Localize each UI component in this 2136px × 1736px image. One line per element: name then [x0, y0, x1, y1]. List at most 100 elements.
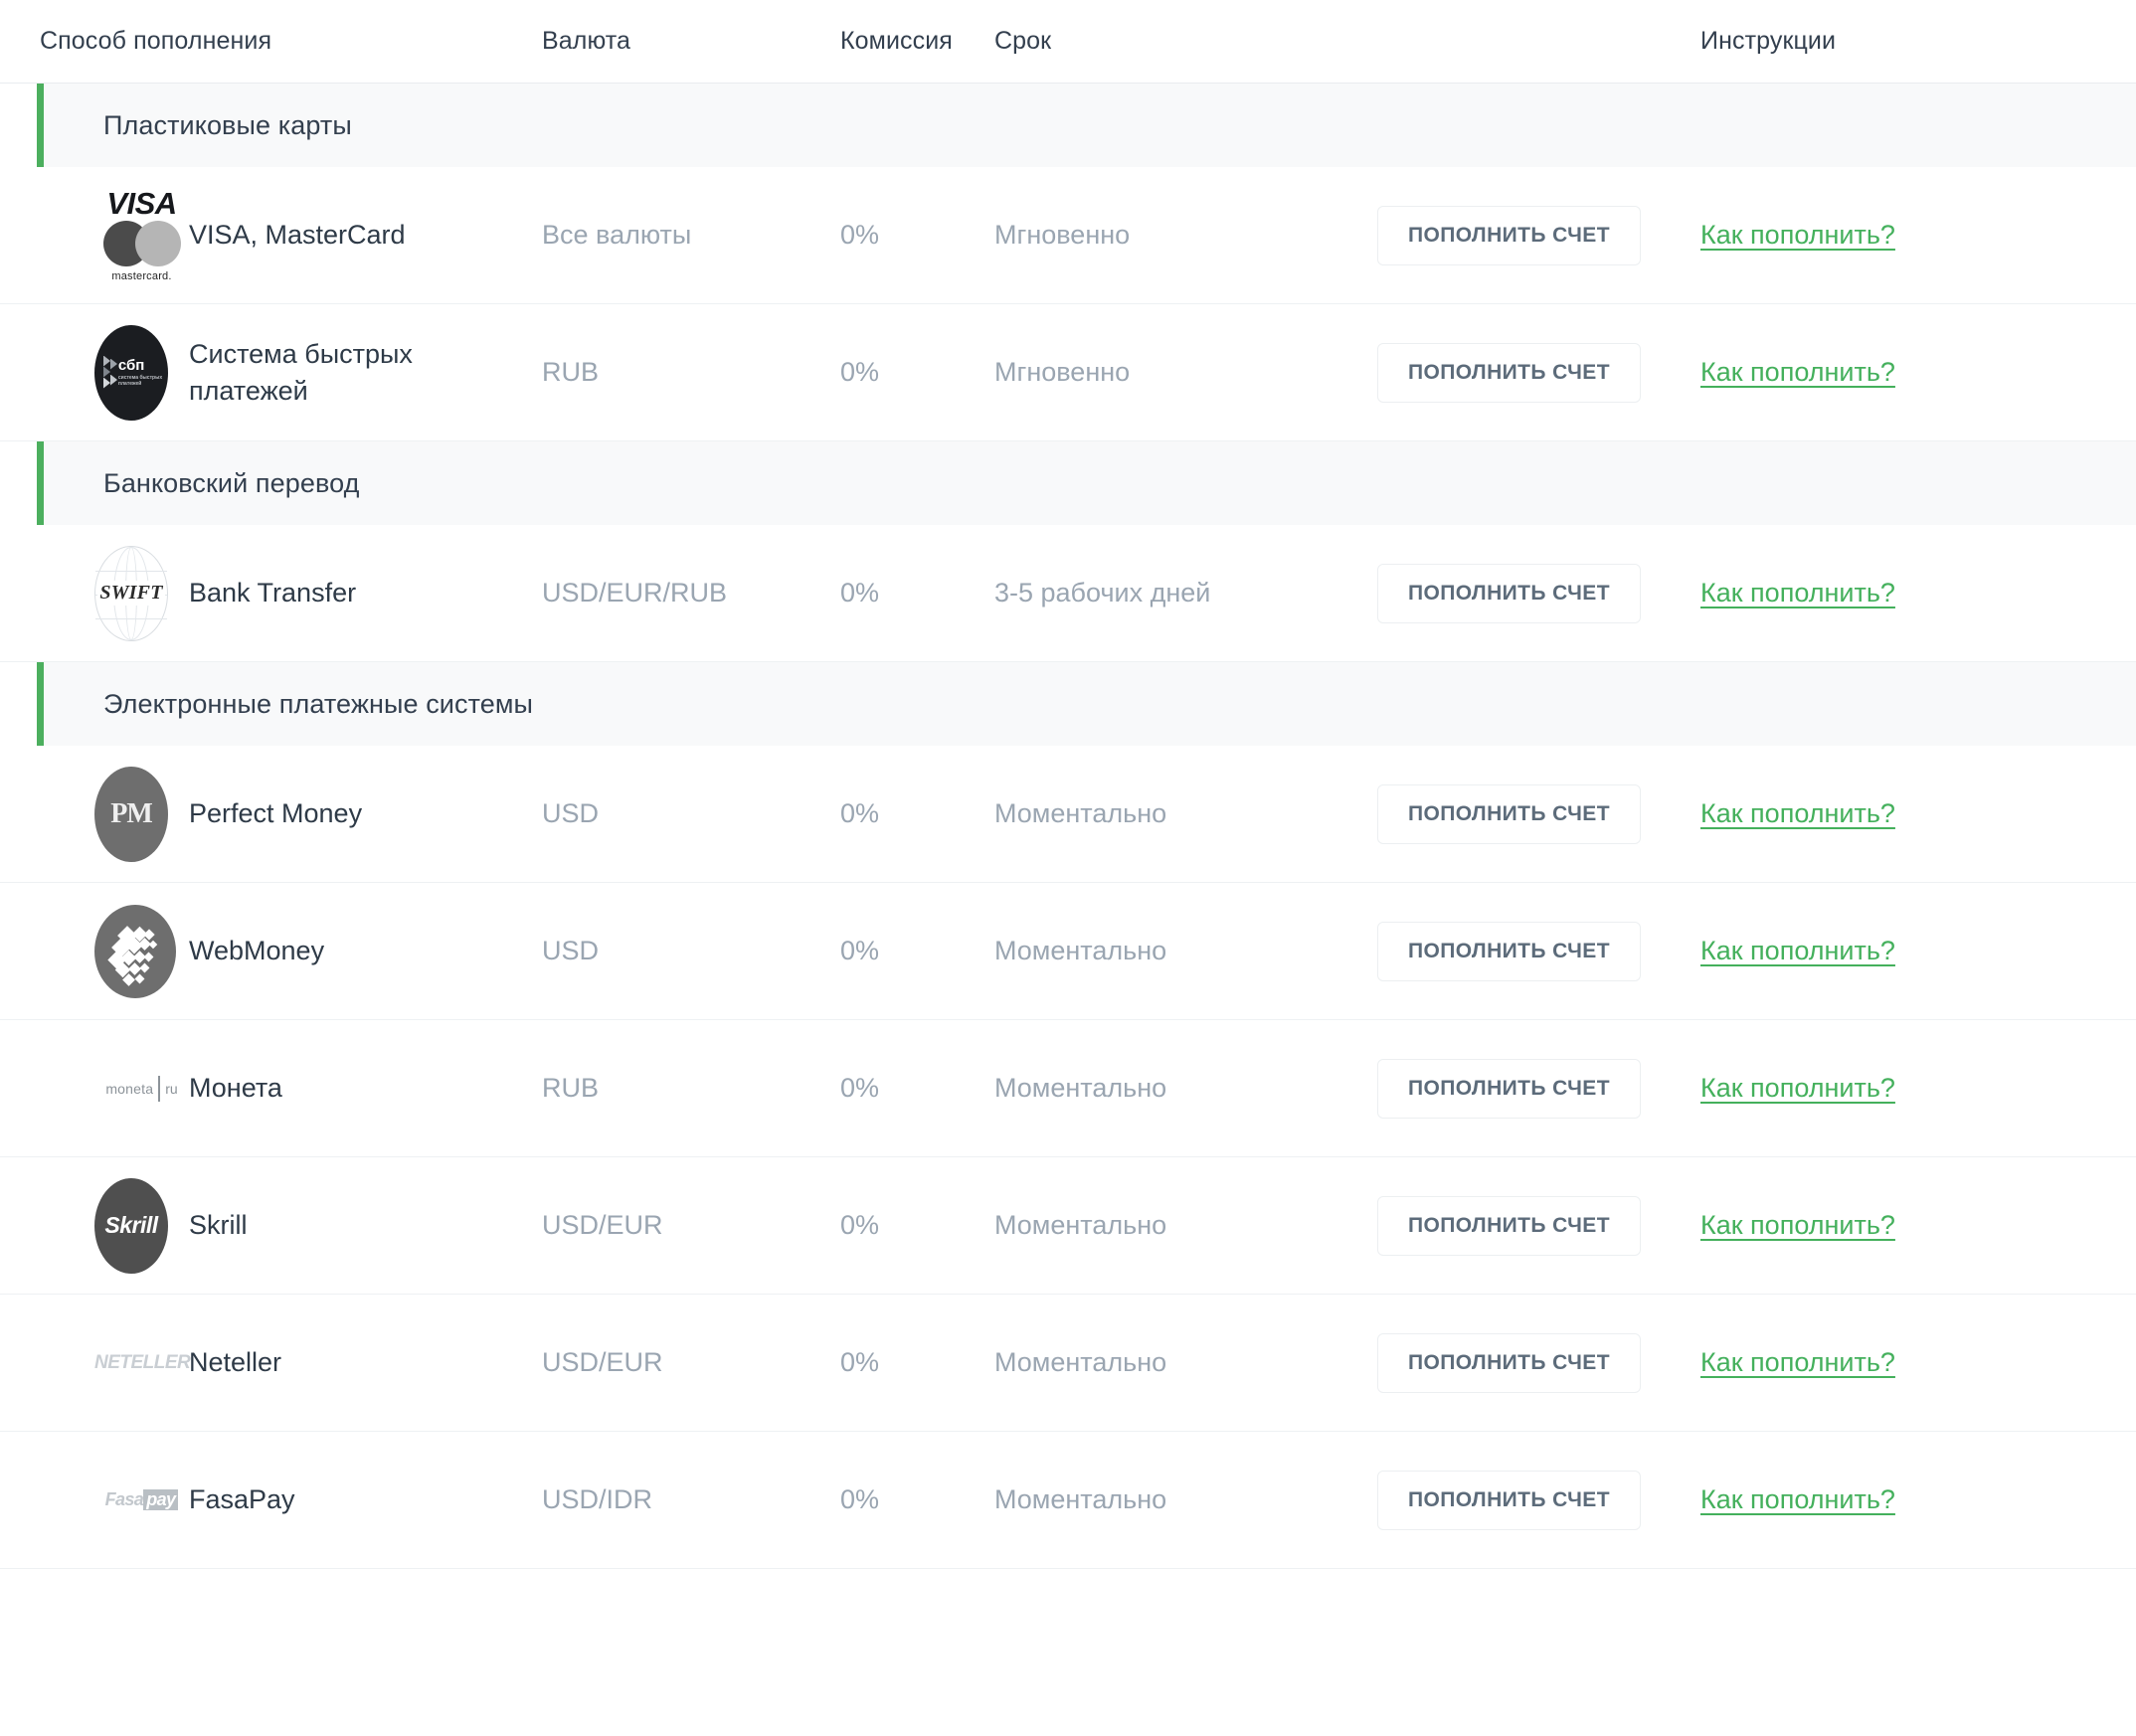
deposit-button[interactable]: ПОПОЛНИТЬ СЧЕТ: [1377, 1332, 1641, 1393]
table-row[interactable]: PM Perfect Money USD 0% Моментально ПОПО…: [0, 746, 2136, 883]
webmoney-logo: [94, 904, 176, 998]
method-name: Монета: [189, 1073, 282, 1104]
method-name: WebMoney: [189, 936, 325, 966]
method-name: Система быстрых платежей: [189, 339, 413, 406]
table-row[interactable]: Fasa pay FasaPay USD/IDR 0% Моментально П…: [0, 1432, 2136, 1569]
how-to-deposit-link[interactable]: Как пополнить?: [1700, 798, 1895, 828]
how-to-deposit-link[interactable]: Как пополнить?: [1700, 1484, 1895, 1514]
moneta-logo-text-right: ru: [165, 1080, 178, 1097]
section-title: Банковский перевод: [103, 467, 360, 498]
column-header-term: Срок: [994, 27, 1052, 55]
method-name: Perfect Money: [189, 798, 363, 829]
table-row[interactable]: NETELLER Neteller USD/EUR 0% Моментально…: [0, 1295, 2136, 1432]
section-header: Пластиковые карты: [37, 84, 2136, 167]
instructions-cell: Как пополнить?: [1681, 798, 2136, 829]
instructions-cell: Как пополнить?: [1681, 1210, 2136, 1241]
method-fee: 0%: [840, 798, 880, 828]
method-currency: RUB: [542, 1073, 600, 1103]
method-fee: 0%: [840, 578, 880, 608]
table-header-row: Способ пополнения Валюта Комиссия Срок И…: [0, 0, 2136, 84]
method-logo-cell: PM: [40, 755, 189, 874]
skrill-logo: Skrill: [94, 1177, 168, 1274]
mastercard-logo-text: mastercard.: [111, 270, 172, 282]
how-to-deposit-link[interactable]: Как пополнить?: [1700, 1073, 1895, 1103]
method-currency: USD: [542, 798, 600, 828]
deposit-button[interactable]: ПОПОЛНИТЬ СЧЕТ: [1377, 342, 1641, 403]
swift-logo: SWIFT: [94, 545, 168, 641]
deposit-action-cell: ПОПОЛНИТЬ СЧЕТ: [1377, 563, 1681, 623]
method-term: Моментально: [994, 1484, 1167, 1514]
column-header-method: Способ пополнения: [40, 27, 272, 55]
instructions-cell: Как пополнить?: [1681, 220, 2136, 251]
payment-section: Электронные платежные системы PM Perfect…: [0, 662, 2136, 1569]
method-name: Skrill: [189, 1210, 248, 1241]
method-currency: USD/IDR: [542, 1484, 653, 1514]
method-term: Мгновенно: [994, 357, 1131, 387]
method-term: 3-5 рабочих дней: [994, 578, 1211, 608]
method-logo-cell: Fasa pay: [40, 1441, 189, 1560]
method-term: Моментально: [994, 936, 1167, 965]
section-title: Электронные платежные системы: [103, 688, 534, 719]
section-title: Пластиковые карты: [103, 109, 352, 140]
how-to-deposit-link[interactable]: Как пополнить?: [1700, 936, 1895, 965]
table-row[interactable]: сбп система быстрых платежей Система быс…: [0, 304, 2136, 441]
table-row[interactable]: moneta ru Монета RUB 0% Моментально ПОПО…: [0, 1020, 2136, 1157]
method-term: Моментально: [994, 1347, 1167, 1377]
deposit-action-cell: ПОПОЛНИТЬ СЧЕТ: [1377, 205, 1681, 265]
method-currency: USD/EUR/RUB: [542, 578, 728, 608]
table-row[interactable]: SWIFT Bank Transfer USD/EUR/RUB 0% 3-5 р…: [0, 525, 2136, 662]
neteller-logo: NETELLER: [94, 1348, 191, 1378]
fasapay-logo-text-a: Fasa: [104, 1489, 144, 1509]
method-fee: 0%: [840, 1484, 880, 1514]
instructions-cell: Как пополнить?: [1681, 1484, 2136, 1515]
deposit-button[interactable]: ПОПОЛНИТЬ СЧЕТ: [1377, 783, 1641, 844]
method-term: Моментально: [994, 1073, 1167, 1103]
visa-mastercard-logo: VISA mastercard.: [94, 188, 189, 282]
instructions-cell: Как пополнить?: [1681, 578, 2136, 608]
method-currency: USD: [542, 936, 600, 965]
deposit-button[interactable]: ПОПОЛНИТЬ СЧЕТ: [1377, 563, 1641, 623]
section-header: Электронные платежные системы: [37, 662, 2136, 746]
method-logo-cell: NETELLER: [40, 1303, 191, 1423]
how-to-deposit-link[interactable]: Как пополнить?: [1700, 1210, 1895, 1240]
payment-section: Банковский перевод SWIFT Bank Transfer U…: [0, 441, 2136, 662]
deposit-action-cell: ПОПОЛНИТЬ СЧЕТ: [1377, 342, 1681, 403]
how-to-deposit-link[interactable]: Как пополнить?: [1700, 220, 1895, 250]
visa-logo-text: VISA: [106, 186, 177, 221]
column-header-instructions: Инструкции: [1700, 27, 1837, 55]
perfect-money-logo: PM: [94, 766, 168, 862]
deposit-button[interactable]: ПОПОЛНИТЬ СЧЕТ: [1377, 1195, 1641, 1256]
instructions-cell: Как пополнить?: [1681, 936, 2136, 966]
webmoney-diamond-icon: [107, 925, 160, 986]
table-row[interactable]: Skrill Skrill USD/EUR 0% Моментально ПОП…: [0, 1157, 2136, 1295]
table-row[interactable]: VISA mastercard. VISA, MasterCard Все ва…: [0, 167, 2136, 304]
deposit-button[interactable]: ПОПОЛНИТЬ СЧЕТ: [1377, 205, 1641, 265]
how-to-deposit-link[interactable]: Как пополнить?: [1700, 1347, 1895, 1377]
sbp-logo-text: сбп система быстрых платежей: [117, 356, 163, 387]
deposit-button[interactable]: ПОПОЛНИТЬ СЧЕТ: [1377, 1058, 1641, 1119]
payment-section: Пластиковые карты VISA mastercard. VISA,…: [0, 84, 2136, 441]
deposit-action-cell: ПОПОЛНИТЬ СЧЕТ: [1377, 783, 1681, 844]
method-currency: USD/EUR: [542, 1210, 663, 1240]
deposit-action-cell: ПОПОЛНИТЬ СЧЕТ: [1377, 1195, 1681, 1256]
method-currency: RUB: [542, 357, 600, 387]
table-row[interactable]: WebMoney USD 0% Моментально ПОПОЛНИТЬ СЧ…: [0, 883, 2136, 1020]
method-term: Мгновенно: [994, 220, 1131, 250]
fasapay-logo: Fasa pay: [94, 1483, 189, 1517]
deposit-button[interactable]: ПОПОЛНИТЬ СЧЕТ: [1377, 1470, 1641, 1530]
method-currency: Все валюты: [542, 220, 692, 250]
method-fee: 0%: [840, 220, 880, 250]
method-name: Bank Transfer: [189, 578, 357, 608]
perfect-money-logo-text: PM: [110, 797, 153, 829]
deposit-action-cell: ПОПОЛНИТЬ СЧЕТ: [1377, 1058, 1681, 1119]
how-to-deposit-link[interactable]: Как пополнить?: [1700, 357, 1895, 387]
skrill-logo-text: Skrill: [104, 1212, 158, 1238]
deposit-action-cell: ПОПОЛНИТЬ СЧЕТ: [1377, 1332, 1681, 1393]
method-logo-cell: [40, 892, 189, 1011]
deposit-button[interactable]: ПОПОЛНИТЬ СЧЕТ: [1377, 921, 1641, 981]
how-to-deposit-link[interactable]: Как пополнить?: [1700, 578, 1895, 608]
instructions-cell: Как пополнить?: [1681, 1347, 2136, 1378]
deposit-action-cell: ПОПОЛНИТЬ СЧЕТ: [1377, 921, 1681, 981]
column-header-currency: Валюта: [542, 27, 631, 55]
